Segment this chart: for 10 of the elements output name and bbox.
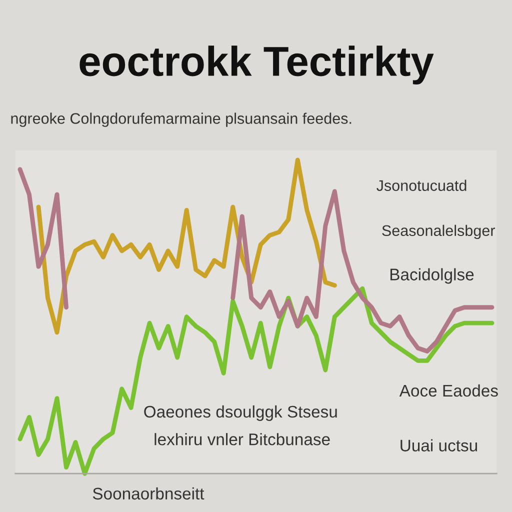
- annotation: Seasonalelsbger: [382, 224, 495, 240]
- annotation: Oaeones dsoulggk Stsesu: [144, 405, 337, 421]
- chart-title: eoctrokk Tectirkty: [80, 46, 434, 84]
- text: Soonaorbnseitt: [92, 487, 204, 500]
- annotation: Uuai uctsu: [400, 439, 477, 452]
- annotation: Bacidolglse: [390, 268, 474, 284]
- annotation: lexhiru vnler Bitcbunase: [154, 433, 330, 446]
- annotation: Jsonotucuatd: [376, 180, 466, 191]
- annotation: Aoce Eaodes: [399, 384, 498, 397]
- chart-subtitle: ngreoke Colngdorufemarmaine plsuansain feedes.: [11, 112, 352, 127]
